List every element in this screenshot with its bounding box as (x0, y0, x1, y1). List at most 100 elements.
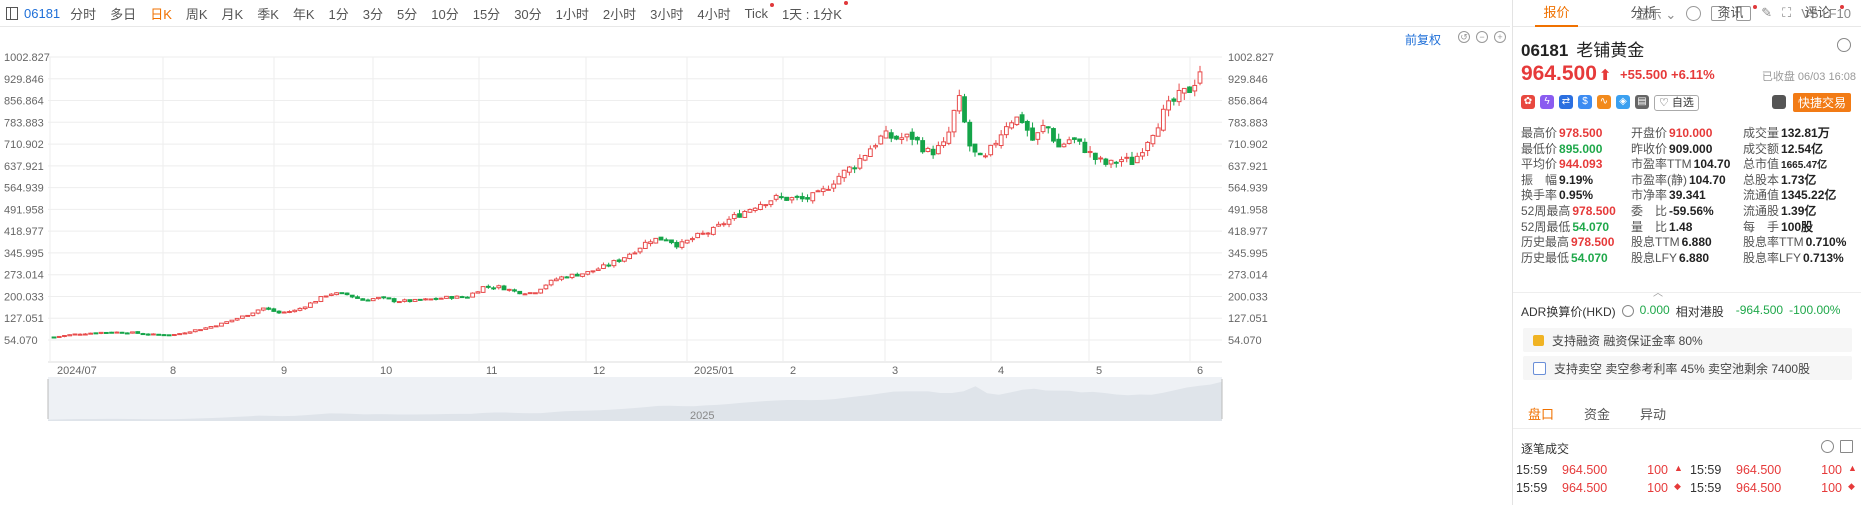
tag-icon[interactable]: ◈ (1616, 95, 1630, 109)
period-tab[interactable]: 1分 (328, 6, 349, 22)
period-tab[interactable]: 1天 : 1分K (782, 0, 848, 23)
vs-button[interactable]: VS (1801, 5, 1819, 21)
period-tab[interactable]: 10分 (431, 6, 459, 22)
candle (606, 264, 612, 267)
y-tick-label: 564.939 (1228, 183, 1268, 195)
period-tab[interactable]: 15分 (472, 6, 501, 22)
candle (553, 278, 559, 282)
bell-icon[interactable] (1772, 95, 1786, 109)
candle (915, 136, 920, 141)
candle (533, 292, 538, 295)
trade-direction-icon: ◆ (1674, 481, 1681, 491)
candle (731, 214, 737, 220)
period-tab[interactable]: 年K (292, 6, 315, 22)
adjust-mode-button[interactable]: 前复权 (1405, 33, 1442, 47)
candle (621, 257, 627, 262)
period-tab[interactable]: 日K (150, 6, 172, 22)
stat-label: 52周最高 (1521, 203, 1571, 218)
period-tab[interactable]: 5分 (397, 6, 418, 22)
period-tab[interactable]: 1小时 (555, 6, 589, 22)
doc-icon[interactable]: ▤ (1635, 95, 1649, 109)
display-dropdown[interactable]: 显示 ⌄ (1635, 6, 1677, 22)
swap-icon[interactable]: ⇄ (1559, 95, 1573, 109)
lightning-icon[interactable]: ϟ (1540, 95, 1554, 109)
f10-button[interactable]: F10 (1828, 5, 1851, 21)
candle (815, 190, 821, 193)
stat-label: 市盈率(静) (1631, 172, 1687, 187)
candle (402, 299, 408, 302)
panel-toggle-icon[interactable] (6, 6, 18, 20)
candle (234, 317, 240, 321)
gear-icon[interactable] (1837, 38, 1851, 52)
period-tab[interactable]: 2小时 (602, 6, 637, 22)
trade-price: 964.500 (1736, 481, 1782, 495)
tab-news[interactable]: 资讯 (1687, 0, 1774, 26)
candle (862, 154, 868, 161)
candle (255, 309, 261, 314)
watchlist-button[interactable]: ♡ 自选 (1654, 95, 1699, 111)
period-tab[interactable]: 季K (257, 6, 279, 22)
period-tab[interactable]: 分时 (70, 6, 97, 22)
collapse-caret-icon[interactable]: ︿ (1653, 288, 1663, 299)
candle (564, 276, 570, 279)
grid-icon[interactable] (1840, 440, 1853, 453)
candle (82, 333, 88, 336)
candle (789, 197, 795, 201)
zoom-in-icon[interactable]: + (1494, 31, 1506, 43)
stat-cell: 量 比 1.48 (1631, 220, 1743, 236)
stat-value: 6.880 (1681, 235, 1712, 250)
zoom-out-icon[interactable]: − (1476, 31, 1488, 43)
more-icon[interactable] (1821, 440, 1834, 453)
y-tick-label: 491.958 (4, 204, 44, 216)
reset-icon[interactable]: ↺ (1458, 31, 1470, 43)
tab-capital[interactable]: 资金 (1583, 407, 1610, 422)
candle (894, 135, 899, 140)
layout-icon[interactable] (1711, 5, 1727, 21)
candle (951, 109, 957, 133)
candle (203, 327, 209, 330)
trade-time: 15:59 (1690, 481, 1722, 495)
candle (454, 295, 460, 299)
period-tab[interactable]: Tick (744, 2, 775, 21)
dollar-icon[interactable]: $ (1578, 95, 1592, 109)
star-icon[interactable]: ✿ (1521, 95, 1535, 109)
candle (1150, 134, 1156, 145)
candle (187, 331, 193, 334)
settings-icon[interactable] (1686, 5, 1702, 21)
stock-name: 老铺黄金 (1576, 41, 1645, 60)
candle (496, 285, 502, 289)
trade-vol: 100 (1647, 463, 1668, 477)
stat-cell: 总股本 1.73亿 (1743, 173, 1859, 189)
candle (920, 140, 926, 153)
candle (826, 188, 831, 191)
period-tab[interactable]: 30分 (514, 6, 542, 22)
tab-quote[interactable]: 报价 (1513, 0, 1600, 27)
stat-label: 股息LFY (1631, 250, 1678, 265)
draw-pen-icon[interactable]: ✎ (1761, 5, 1773, 20)
stat-value: 895.000 (1559, 141, 1603, 156)
quick-trade-button[interactable]: 快捷交易 (1793, 93, 1852, 112)
candle (768, 200, 774, 206)
tab-comments[interactable]: 评论 (1774, 0, 1861, 26)
period-tab[interactable]: 4小时 (697, 6, 731, 22)
period-tab[interactable]: 多日 (110, 6, 137, 22)
stat-cell: 最低价 895.000 (1521, 142, 1631, 158)
candle (1140, 152, 1145, 157)
x-tick-label: 2 (790, 365, 796, 377)
y-tick-label: 200.033 (1228, 291, 1268, 303)
period-tab[interactable]: 3分 (362, 6, 384, 22)
trend-icon[interactable]: ∿ (1597, 95, 1611, 109)
stat-label: 流通值 (1743, 188, 1780, 203)
tab-orderbook[interactable]: 盘口 (1527, 407, 1554, 422)
period-tab[interactable]: 周K (185, 6, 208, 22)
tab-movement[interactable]: 异动 (1639, 407, 1666, 422)
candle (543, 284, 549, 290)
period-tab[interactable]: 月K (221, 6, 244, 22)
camera-icon[interactable] (1736, 5, 1752, 21)
candle (737, 213, 742, 218)
x-tick-label: 8 (170, 365, 176, 377)
fullscreen-icon[interactable]: ⛶ (1782, 5, 1792, 20)
tab-analysis[interactable]: 分析 (1630, 5, 1657, 20)
period-tab[interactable]: 3小时 (650, 6, 684, 22)
